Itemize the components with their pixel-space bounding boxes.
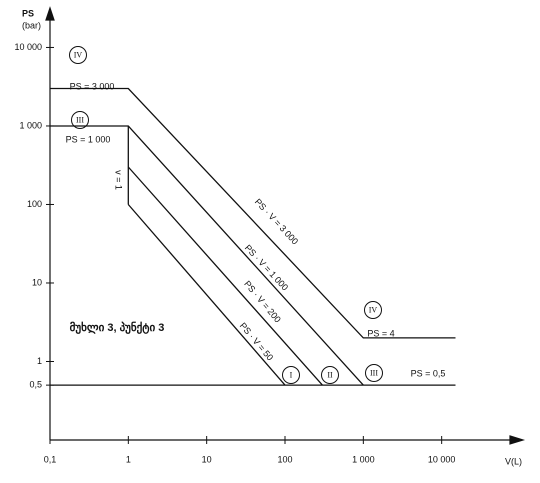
annotation: PS · V = 50 [238, 321, 275, 363]
x-tick-label: 1 [126, 454, 131, 464]
annotation: PS · V = 3 000 [253, 197, 300, 247]
category-circle [71, 111, 89, 129]
category-circle [282, 366, 300, 384]
x-axis [50, 435, 526, 445]
annotation: PS = 3 000 [70, 81, 115, 91]
y-tick-label: 0,5 [29, 380, 42, 390]
category-label: I [290, 370, 293, 379]
category-label: III [370, 368, 378, 377]
y-axis-label: PS [22, 8, 34, 18]
boundary-line [127, 204, 286, 386]
boundary-line [50, 87, 456, 339]
boundary-line [127, 166, 323, 386]
y-tick-label: 100 [27, 199, 42, 209]
y-tick-label: 1 [37, 356, 42, 366]
annotation: v = 1 [114, 170, 124, 190]
category-label: II [327, 370, 333, 379]
x-tick-label: 10 000 [428, 454, 456, 464]
x-tick-label: 100 [277, 454, 292, 464]
x-axis-label: V(L) [505, 456, 522, 466]
y-axis [45, 6, 55, 440]
y-tick-label: 1 000 [19, 120, 42, 130]
category-label: III [76, 115, 84, 124]
category-label: IV [369, 305, 378, 314]
annotation: PS = 4 [367, 328, 394, 338]
annotation: მუხლი 3, პუნქტი 3 [70, 321, 165, 334]
x-tick-label: 0,1 [44, 454, 57, 464]
category-circle [364, 301, 382, 319]
annotation: PS = 0,5 [411, 368, 446, 378]
y-axis-unit: (bar) [22, 20, 41, 30]
annotation: PS = 1 000 [66, 134, 111, 144]
category-circle [69, 46, 87, 64]
category-circle [365, 364, 383, 382]
y-tick-label: 10 [32, 277, 42, 287]
x-tick-label: 10 [202, 454, 212, 464]
x-tick-label: 1 000 [352, 454, 375, 464]
category-label: IV [74, 50, 83, 59]
y-tick-label: 10 000 [14, 42, 42, 52]
category-circle [321, 366, 339, 384]
